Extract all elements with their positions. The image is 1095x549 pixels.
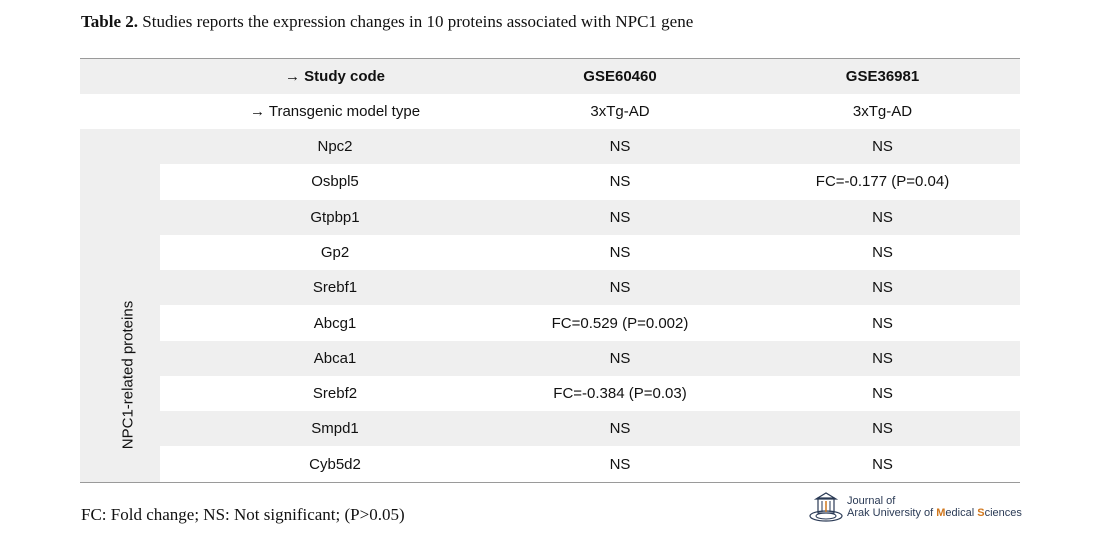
logo-text-ciences: ciences: [984, 507, 1022, 519]
table-row: Cyb5d2 NS NS: [160, 447, 1020, 482]
gse36981-value: NS: [872, 314, 893, 332]
caption-text: Studies reports the expression changes i…: [142, 12, 694, 31]
gse36981-value: NS: [872, 138, 893, 155]
model-type-label: → Transgenic model type: [249, 103, 421, 120]
model-type-row: → Transgenic model type 3xTg-AD 3xTg-AD: [80, 94, 1020, 129]
table-row: Osbpl5 NS FC=-0.177 (P=0.04): [160, 164, 1020, 199]
protein-name: Cyb5d2: [309, 455, 361, 473]
gse60460-value: NS: [609, 279, 631, 297]
gse36981-value: NS: [872, 279, 893, 297]
group-label: NPC1-related proteins: [119, 300, 137, 450]
logo-line-1: Journal of: [847, 495, 896, 507]
gse36981-value: NS: [872, 420, 893, 438]
table-footnote: FC: Fold change; NS: Not significant; (P…: [81, 505, 405, 524]
protein-name: Abcg1: [313, 314, 357, 332]
gse60460-value: NS: [609, 173, 631, 191]
header-row: → Study code GSE60460 GSE36981: [80, 59, 1020, 94]
gse36981-value: NS: [872, 455, 893, 473]
protein-name: Gp2: [320, 243, 350, 261]
logo-text-edical: edical: [945, 507, 978, 519]
logo-text-a: Arak University of: [847, 507, 937, 519]
logo-text-m: M: [936, 507, 946, 519]
gse60460-value: NS: [609, 349, 631, 367]
gse60460-value: NS: [609, 455, 631, 473]
header-gse36981: GSE36981: [845, 68, 920, 85]
table-row: Srebf2 FC=-0.384 (P=0.03) NS: [160, 376, 1020, 411]
gse36981-value: FC=-0.177 (P=0.04): [815, 173, 950, 191]
model-type-gse60460: 3xTg-AD: [590, 103, 650, 120]
protein-name: Abca1: [313, 349, 357, 367]
gse36981-value: NS: [872, 385, 893, 403]
caption-label: Table 2.: [81, 12, 139, 31]
table-row: Smpd1 NS NS: [160, 411, 1020, 447]
logo-text-s: S: [977, 507, 985, 519]
table-caption: Table 2. Studies reports the expression …: [81, 12, 693, 32]
header-study-code: → Study code: [284, 68, 385, 85]
journal-logo: Journal of Arak University of Medical Sc…: [808, 491, 1028, 523]
gse60460-value: FC=0.529 (P=0.002): [551, 314, 689, 332]
journal-emblem-icon: [809, 492, 843, 522]
gse36981-value: NS: [872, 208, 893, 226]
protein-name: Osbpl5: [311, 173, 359, 191]
protein-name: Smpd1: [311, 420, 359, 438]
protein-name: Gtpbp1: [310, 208, 360, 226]
table-row: Srebf1 NS NS: [160, 270, 1020, 306]
model-type-gse36981: 3xTg-AD: [852, 103, 913, 120]
header-gse60460: GSE60460: [583, 68, 657, 85]
table-row: Npc2 NS NS: [160, 129, 1020, 164]
gse60460-value: NS: [609, 420, 631, 438]
protein-name: Srebf1: [312, 279, 358, 297]
table-row: Gtpbp1 NS NS: [160, 199, 1020, 235]
logo-line-2: Arak University of Medical Sciences: [847, 507, 1022, 519]
table-row: Abca1 NS NS: [160, 340, 1020, 376]
gse36981-value: NS: [872, 349, 893, 367]
gse60460-value: NS: [609, 208, 631, 226]
gse60460-value: FC=-0.384 (P=0.03): [553, 385, 687, 403]
table-row: Gp2 NS NS: [160, 235, 1020, 270]
gse36981-value: NS: [872, 243, 893, 261]
table-row: Abcg1 FC=0.529 (P=0.002) NS: [160, 306, 1020, 341]
gse60460-value: NS: [609, 243, 631, 261]
protein-name: Npc2: [317, 138, 353, 155]
data-table: → Study code GSE60460 GSE36981 → Transge…: [80, 58, 1020, 483]
group-band: NPC1-related proteins: [80, 129, 160, 482]
gse60460-value: NS: [609, 138, 631, 155]
protein-name: Srebf2: [312, 385, 358, 403]
